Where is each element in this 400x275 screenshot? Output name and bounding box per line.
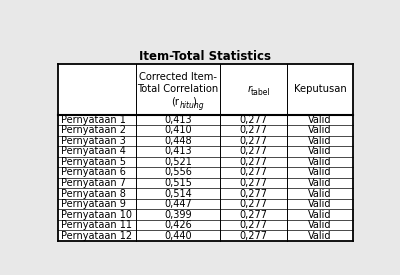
Text: Pernyataan 4: Pernyataan 4 [61, 146, 126, 156]
Text: tabel: tabel [251, 89, 271, 97]
Text: Pernyataan 10: Pernyataan 10 [61, 210, 132, 220]
Text: 0,277: 0,277 [240, 115, 268, 125]
Text: hitung: hitung [180, 101, 205, 110]
Text: Valid: Valid [308, 157, 332, 167]
Text: 0,277: 0,277 [240, 199, 268, 209]
Text: 0,277: 0,277 [240, 125, 268, 135]
Text: 0,277: 0,277 [240, 231, 268, 241]
Text: 0,277: 0,277 [240, 178, 268, 188]
Text: 0,521: 0,521 [164, 157, 192, 167]
Text: Valid: Valid [308, 199, 332, 209]
Text: Valid: Valid [308, 136, 332, 146]
Text: Pernyataan 8: Pernyataan 8 [61, 189, 126, 199]
Text: 0,399: 0,399 [164, 210, 192, 220]
Text: Pernyataan 9: Pernyataan 9 [61, 199, 126, 209]
Text: 0,277: 0,277 [240, 167, 268, 177]
Text: Corrected Item-: Corrected Item- [139, 72, 217, 82]
Text: Valid: Valid [308, 125, 332, 135]
Text: Keputusan: Keputusan [294, 84, 346, 94]
Text: 0,515: 0,515 [164, 178, 192, 188]
Text: 0,277: 0,277 [240, 189, 268, 199]
Text: Pernyataan 3: Pernyataan 3 [61, 136, 126, 146]
Text: Valid: Valid [308, 178, 332, 188]
Text: 0,556: 0,556 [164, 167, 192, 177]
Text: Valid: Valid [308, 210, 332, 220]
Text: 0,426: 0,426 [164, 220, 192, 230]
Text: 0,413: 0,413 [164, 146, 192, 156]
Text: 0,277: 0,277 [240, 136, 268, 146]
Text: Item-Total Statistics: Item-Total Statistics [140, 50, 272, 63]
Text: 0,277: 0,277 [240, 210, 268, 220]
Text: Pernyataan 12: Pernyataan 12 [61, 231, 132, 241]
Text: Total Correlation: Total Correlation [138, 84, 219, 94]
Text: 0,448: 0,448 [164, 136, 192, 146]
Text: Valid: Valid [308, 167, 332, 177]
Text: (r: (r [171, 97, 179, 106]
Text: 0,277: 0,277 [240, 220, 268, 230]
Text: Pernyataan 2: Pernyataan 2 [61, 125, 126, 135]
Text: r: r [247, 84, 251, 94]
Text: Valid: Valid [308, 220, 332, 230]
Text: Valid: Valid [308, 115, 332, 125]
Text: 0,440: 0,440 [164, 231, 192, 241]
Text: Pernyataan 11: Pernyataan 11 [61, 220, 132, 230]
Text: Valid: Valid [308, 146, 332, 156]
Text: Valid: Valid [308, 189, 332, 199]
Text: Pernyataan 7: Pernyataan 7 [61, 178, 126, 188]
Text: 0,410: 0,410 [164, 125, 192, 135]
Text: Pernyataan 1: Pernyataan 1 [61, 115, 126, 125]
Text: 0,413: 0,413 [164, 115, 192, 125]
Text: 0,514: 0,514 [164, 189, 192, 199]
Text: Valid: Valid [308, 231, 332, 241]
Text: 0,277: 0,277 [240, 146, 268, 156]
Text: Pernyataan 5: Pernyataan 5 [61, 157, 126, 167]
Text: Pernyataan 6: Pernyataan 6 [61, 167, 126, 177]
Text: 0,277: 0,277 [240, 157, 268, 167]
Text: ): ) [192, 97, 196, 106]
Text: 0,447: 0,447 [164, 199, 192, 209]
